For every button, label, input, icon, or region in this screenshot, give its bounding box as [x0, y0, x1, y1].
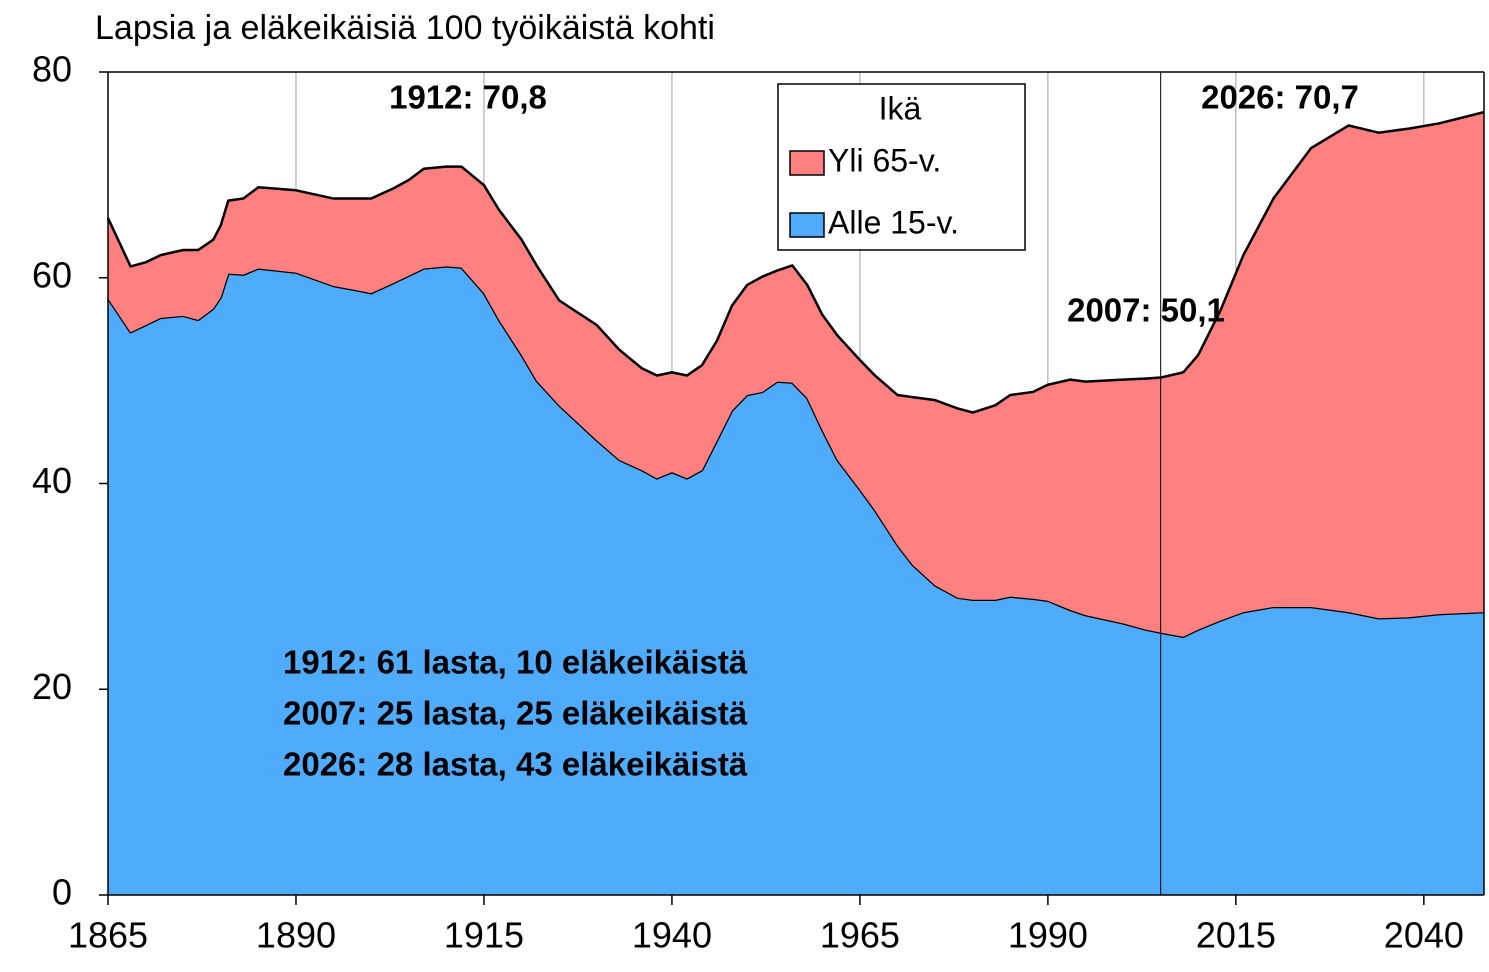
x-tick-label: 2040 [1384, 915, 1464, 956]
y-tick-label: 60 [32, 254, 72, 295]
area [108, 266, 1484, 896]
x-tick-label: 1915 [444, 915, 524, 956]
note: 2026: 28 lasta, 43 eläkeikäistä [283, 746, 748, 783]
x-tick-label: 1940 [632, 915, 712, 956]
note: 2007: 25 lasta, 25 eläkeikäistä [283, 695, 748, 732]
x-tick-label: 1865 [68, 915, 148, 956]
annotation: 2026: 70,7 [1201, 79, 1359, 116]
annotation: 1912: 70,8 [389, 79, 547, 116]
legend-label: Yli 65-v. [828, 142, 941, 178]
area [108, 112, 1484, 637]
x-tick-label: 1990 [1008, 915, 1088, 956]
legend-title: Ikä [879, 90, 922, 126]
y-tick-label: 20 [32, 666, 72, 707]
y-tick-label: 80 [32, 49, 72, 90]
annotation: 2007: 50,1 [1067, 292, 1225, 329]
y-tick-label: 40 [32, 460, 72, 501]
x-tick-label: 1965 [820, 915, 900, 956]
legend-swatch [789, 150, 825, 176]
x-tick-label: 1890 [256, 915, 336, 956]
y-tick-label: 0 [52, 872, 72, 913]
x-tick-label: 2015 [1196, 915, 1276, 956]
legend-label: Alle 15-v. [828, 204, 959, 240]
chart-title: Lapsia ja eläkeikäisiä 100 työikäistä ko… [95, 9, 715, 47]
area-edge [106, 110, 1485, 414]
note: 1912: 61 lasta, 10 eläkeikäistä [283, 644, 748, 681]
legend-swatch [789, 212, 825, 238]
